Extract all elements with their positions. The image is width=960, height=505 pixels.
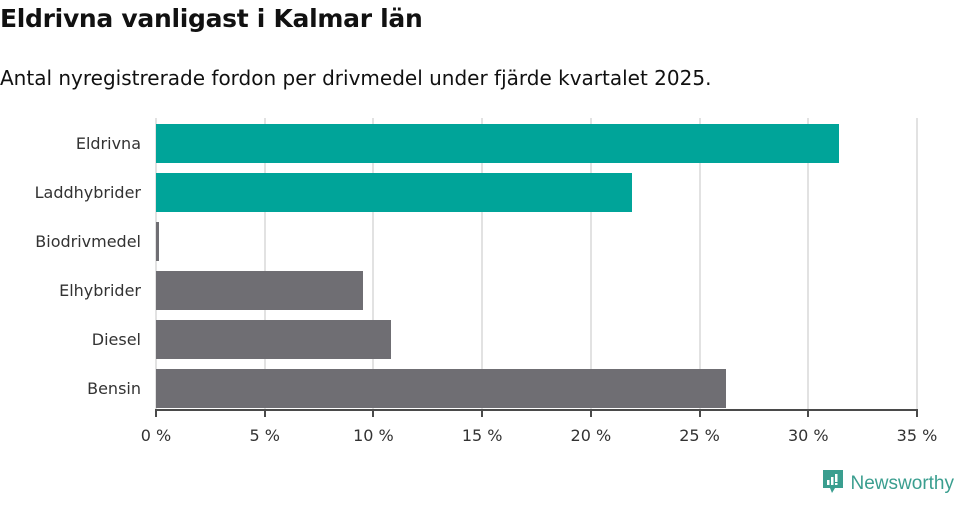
bar-elhybrider	[156, 271, 363, 310]
x-tick	[698, 409, 701, 417]
x-tick-label: 5 %	[249, 426, 280, 445]
gridline	[589, 118, 592, 410]
x-tick-label: 10 %	[353, 426, 394, 445]
x-tick-label: 20 %	[570, 426, 612, 445]
gridline-zero	[155, 118, 157, 410]
x-tick	[263, 409, 266, 417]
gridline	[916, 118, 918, 410]
gridline	[698, 118, 701, 410]
plot-area	[155, 118, 918, 410]
x-tick	[589, 409, 592, 417]
x-tick-label: 25 %	[679, 426, 720, 445]
gridline	[481, 118, 484, 410]
x-tick	[916, 409, 918, 417]
x-tick	[807, 409, 810, 417]
x-tick	[155, 409, 157, 417]
x-axis-line	[156, 409, 917, 411]
x-tick	[481, 409, 484, 417]
gridline	[372, 118, 375, 410]
bar-bensin	[156, 369, 726, 408]
chart-subtitle: Antal nyregistrerade fordon per drivmede…	[0, 66, 712, 90]
y-label-diesel: Diesel	[91, 329, 141, 349]
y-label-elhybrider: Elhybrider	[59, 280, 141, 300]
x-tick-label: 35 %	[896, 426, 938, 445]
y-label-bensin: Bensin	[87, 378, 141, 398]
brand-name: Newsworthy	[850, 473, 954, 494]
x-tick-label: 0 %	[140, 426, 172, 445]
bar-chart-speech-bubble-icon	[821, 469, 845, 499]
bar-eldrivna	[156, 124, 839, 163]
bar-diesel	[156, 320, 391, 359]
gridline	[807, 118, 810, 410]
x-tick-label: 30 %	[787, 426, 829, 445]
y-label-biodrivmedel: Biodrivmedel	[35, 231, 141, 251]
bar-laddhybrider	[156, 173, 633, 212]
x-tick-label: 15 %	[461, 426, 503, 445]
chart-title: Eldrivna vanligast i Kalmar län	[0, 4, 423, 33]
x-tick	[372, 409, 375, 417]
y-label-eldrivna: Eldrivna	[75, 133, 141, 153]
bar-biodrivmedel	[156, 222, 159, 261]
newsworthy-logo: Newsworthy	[821, 469, 954, 499]
gridline	[263, 118, 266, 410]
y-label-laddhybrider: Laddhybrider	[34, 182, 141, 202]
